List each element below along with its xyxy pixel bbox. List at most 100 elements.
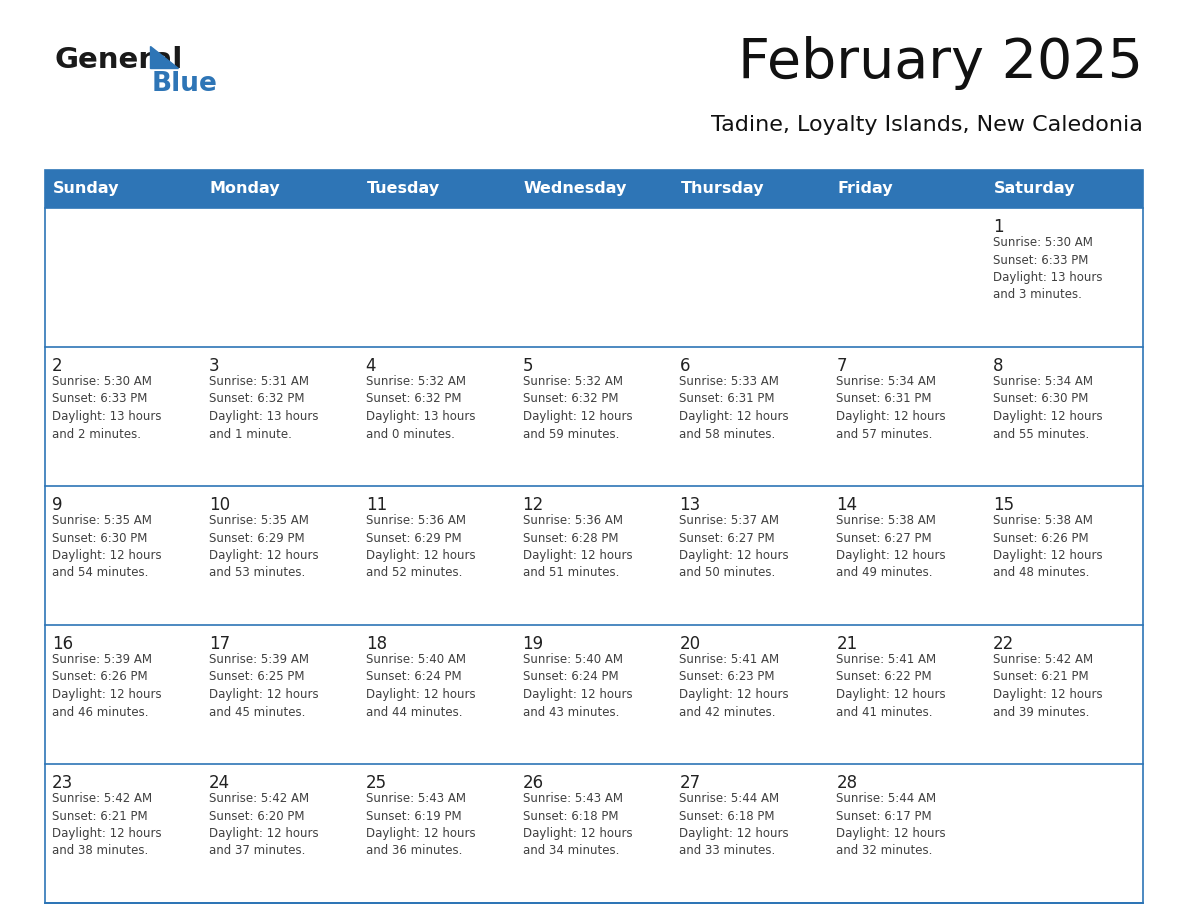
Text: 27: 27 <box>680 774 701 792</box>
Bar <box>516 625 672 764</box>
Text: 21: 21 <box>836 635 858 653</box>
Bar <box>829 347 986 486</box>
Text: Sunday: Sunday <box>53 182 120 196</box>
Text: Sunrise: 5:40 AM
Sunset: 6:24 PM
Daylight: 12 hours
and 44 minutes.: Sunrise: 5:40 AM Sunset: 6:24 PM Dayligh… <box>366 653 475 719</box>
Text: 18: 18 <box>366 635 387 653</box>
Text: Sunrise: 5:44 AM
Sunset: 6:18 PM
Daylight: 12 hours
and 33 minutes.: Sunrise: 5:44 AM Sunset: 6:18 PM Dayligh… <box>680 792 789 857</box>
Text: Sunrise: 5:42 AM
Sunset: 6:21 PM
Daylight: 12 hours
and 38 minutes.: Sunrise: 5:42 AM Sunset: 6:21 PM Dayligh… <box>52 792 162 857</box>
Text: 3: 3 <box>209 357 220 375</box>
Text: 6: 6 <box>680 357 690 375</box>
Bar <box>359 347 516 486</box>
Text: 5: 5 <box>523 357 533 375</box>
Text: 24: 24 <box>209 774 230 792</box>
Bar <box>829 625 986 764</box>
Bar <box>202 208 359 347</box>
Text: 12: 12 <box>523 496 544 514</box>
Text: Sunrise: 5:38 AM
Sunset: 6:26 PM
Daylight: 12 hours
and 48 minutes.: Sunrise: 5:38 AM Sunset: 6:26 PM Dayligh… <box>993 514 1102 579</box>
Bar <box>202 764 359 903</box>
Text: Sunrise: 5:38 AM
Sunset: 6:27 PM
Daylight: 12 hours
and 49 minutes.: Sunrise: 5:38 AM Sunset: 6:27 PM Dayligh… <box>836 514 946 579</box>
Text: 16: 16 <box>52 635 74 653</box>
Text: Sunrise: 5:30 AM
Sunset: 6:33 PM
Daylight: 13 hours
and 3 minutes.: Sunrise: 5:30 AM Sunset: 6:33 PM Dayligh… <box>993 236 1102 301</box>
Bar <box>45 170 1143 903</box>
Text: Saturday: Saturday <box>994 182 1075 196</box>
Text: 25: 25 <box>366 774 387 792</box>
Bar <box>516 347 672 486</box>
Text: Sunrise: 5:34 AM
Sunset: 6:31 PM
Daylight: 12 hours
and 57 minutes.: Sunrise: 5:34 AM Sunset: 6:31 PM Dayligh… <box>836 375 946 441</box>
Bar <box>202 625 359 764</box>
Text: Sunrise: 5:43 AM
Sunset: 6:18 PM
Daylight: 12 hours
and 34 minutes.: Sunrise: 5:43 AM Sunset: 6:18 PM Dayligh… <box>523 792 632 857</box>
Text: Sunrise: 5:41 AM
Sunset: 6:23 PM
Daylight: 12 hours
and 42 minutes.: Sunrise: 5:41 AM Sunset: 6:23 PM Dayligh… <box>680 653 789 719</box>
Text: Sunrise: 5:34 AM
Sunset: 6:30 PM
Daylight: 12 hours
and 55 minutes.: Sunrise: 5:34 AM Sunset: 6:30 PM Dayligh… <box>993 375 1102 441</box>
Bar <box>45 347 202 486</box>
Bar <box>672 764 829 903</box>
Text: 10: 10 <box>209 496 230 514</box>
Bar <box>202 486 359 625</box>
Text: Tadine, Loyalty Islands, New Caledonia: Tadine, Loyalty Islands, New Caledonia <box>712 115 1143 135</box>
Bar <box>986 764 1143 903</box>
Text: 28: 28 <box>836 774 858 792</box>
Text: 14: 14 <box>836 496 858 514</box>
Text: General: General <box>55 46 183 74</box>
Bar <box>45 208 202 347</box>
Bar <box>45 486 202 625</box>
Bar <box>359 486 516 625</box>
Text: Sunrise: 5:44 AM
Sunset: 6:17 PM
Daylight: 12 hours
and 32 minutes.: Sunrise: 5:44 AM Sunset: 6:17 PM Dayligh… <box>836 792 946 857</box>
Text: 22: 22 <box>993 635 1015 653</box>
Bar <box>45 764 202 903</box>
Text: Sunrise: 5:39 AM
Sunset: 6:26 PM
Daylight: 12 hours
and 46 minutes.: Sunrise: 5:39 AM Sunset: 6:26 PM Dayligh… <box>52 653 162 719</box>
Text: 17: 17 <box>209 635 230 653</box>
Text: Sunrise: 5:35 AM
Sunset: 6:29 PM
Daylight: 12 hours
and 53 minutes.: Sunrise: 5:35 AM Sunset: 6:29 PM Dayligh… <box>209 514 318 579</box>
Text: 4: 4 <box>366 357 377 375</box>
Bar <box>829 170 986 208</box>
Text: 20: 20 <box>680 635 701 653</box>
Text: 9: 9 <box>52 496 63 514</box>
Bar <box>202 170 359 208</box>
Text: Sunrise: 5:35 AM
Sunset: 6:30 PM
Daylight: 12 hours
and 54 minutes.: Sunrise: 5:35 AM Sunset: 6:30 PM Dayligh… <box>52 514 162 579</box>
Bar <box>359 208 516 347</box>
Text: Wednesday: Wednesday <box>524 182 627 196</box>
Text: Sunrise: 5:39 AM
Sunset: 6:25 PM
Daylight: 12 hours
and 45 minutes.: Sunrise: 5:39 AM Sunset: 6:25 PM Dayligh… <box>209 653 318 719</box>
Bar <box>986 347 1143 486</box>
Text: Thursday: Thursday <box>681 182 764 196</box>
Bar <box>672 208 829 347</box>
Bar <box>829 486 986 625</box>
Bar <box>45 625 202 764</box>
Text: 15: 15 <box>993 496 1015 514</box>
Text: 19: 19 <box>523 635 544 653</box>
Text: Blue: Blue <box>152 71 217 97</box>
Bar <box>829 208 986 347</box>
Bar <box>672 170 829 208</box>
Bar <box>672 625 829 764</box>
Text: Tuesday: Tuesday <box>367 182 440 196</box>
Text: Sunrise: 5:32 AM
Sunset: 6:32 PM
Daylight: 12 hours
and 59 minutes.: Sunrise: 5:32 AM Sunset: 6:32 PM Dayligh… <box>523 375 632 441</box>
Bar <box>516 486 672 625</box>
Text: 2: 2 <box>52 357 63 375</box>
Text: Sunrise: 5:40 AM
Sunset: 6:24 PM
Daylight: 12 hours
and 43 minutes.: Sunrise: 5:40 AM Sunset: 6:24 PM Dayligh… <box>523 653 632 719</box>
Text: Sunrise: 5:41 AM
Sunset: 6:22 PM
Daylight: 12 hours
and 41 minutes.: Sunrise: 5:41 AM Sunset: 6:22 PM Dayligh… <box>836 653 946 719</box>
Text: Sunrise: 5:42 AM
Sunset: 6:21 PM
Daylight: 12 hours
and 39 minutes.: Sunrise: 5:42 AM Sunset: 6:21 PM Dayligh… <box>993 653 1102 719</box>
Text: 13: 13 <box>680 496 701 514</box>
Text: Sunrise: 5:33 AM
Sunset: 6:31 PM
Daylight: 12 hours
and 58 minutes.: Sunrise: 5:33 AM Sunset: 6:31 PM Dayligh… <box>680 375 789 441</box>
Bar <box>516 208 672 347</box>
Text: Monday: Monday <box>210 182 280 196</box>
Bar <box>986 208 1143 347</box>
Text: Sunrise: 5:32 AM
Sunset: 6:32 PM
Daylight: 13 hours
and 0 minutes.: Sunrise: 5:32 AM Sunset: 6:32 PM Dayligh… <box>366 375 475 441</box>
Text: Sunrise: 5:36 AM
Sunset: 6:28 PM
Daylight: 12 hours
and 51 minutes.: Sunrise: 5:36 AM Sunset: 6:28 PM Dayligh… <box>523 514 632 579</box>
Text: 26: 26 <box>523 774 544 792</box>
Text: 23: 23 <box>52 774 74 792</box>
Text: Sunrise: 5:42 AM
Sunset: 6:20 PM
Daylight: 12 hours
and 37 minutes.: Sunrise: 5:42 AM Sunset: 6:20 PM Dayligh… <box>209 792 318 857</box>
Bar <box>672 486 829 625</box>
Bar <box>516 764 672 903</box>
Bar <box>986 625 1143 764</box>
Bar <box>202 347 359 486</box>
Text: 7: 7 <box>836 357 847 375</box>
Bar <box>672 347 829 486</box>
Polygon shape <box>150 46 178 68</box>
Text: Friday: Friday <box>838 182 893 196</box>
Bar <box>516 170 672 208</box>
Text: 11: 11 <box>366 496 387 514</box>
Text: Sunrise: 5:37 AM
Sunset: 6:27 PM
Daylight: 12 hours
and 50 minutes.: Sunrise: 5:37 AM Sunset: 6:27 PM Dayligh… <box>680 514 789 579</box>
Text: 8: 8 <box>993 357 1004 375</box>
Text: Sunrise: 5:30 AM
Sunset: 6:33 PM
Daylight: 13 hours
and 2 minutes.: Sunrise: 5:30 AM Sunset: 6:33 PM Dayligh… <box>52 375 162 441</box>
Text: 1: 1 <box>993 218 1004 236</box>
